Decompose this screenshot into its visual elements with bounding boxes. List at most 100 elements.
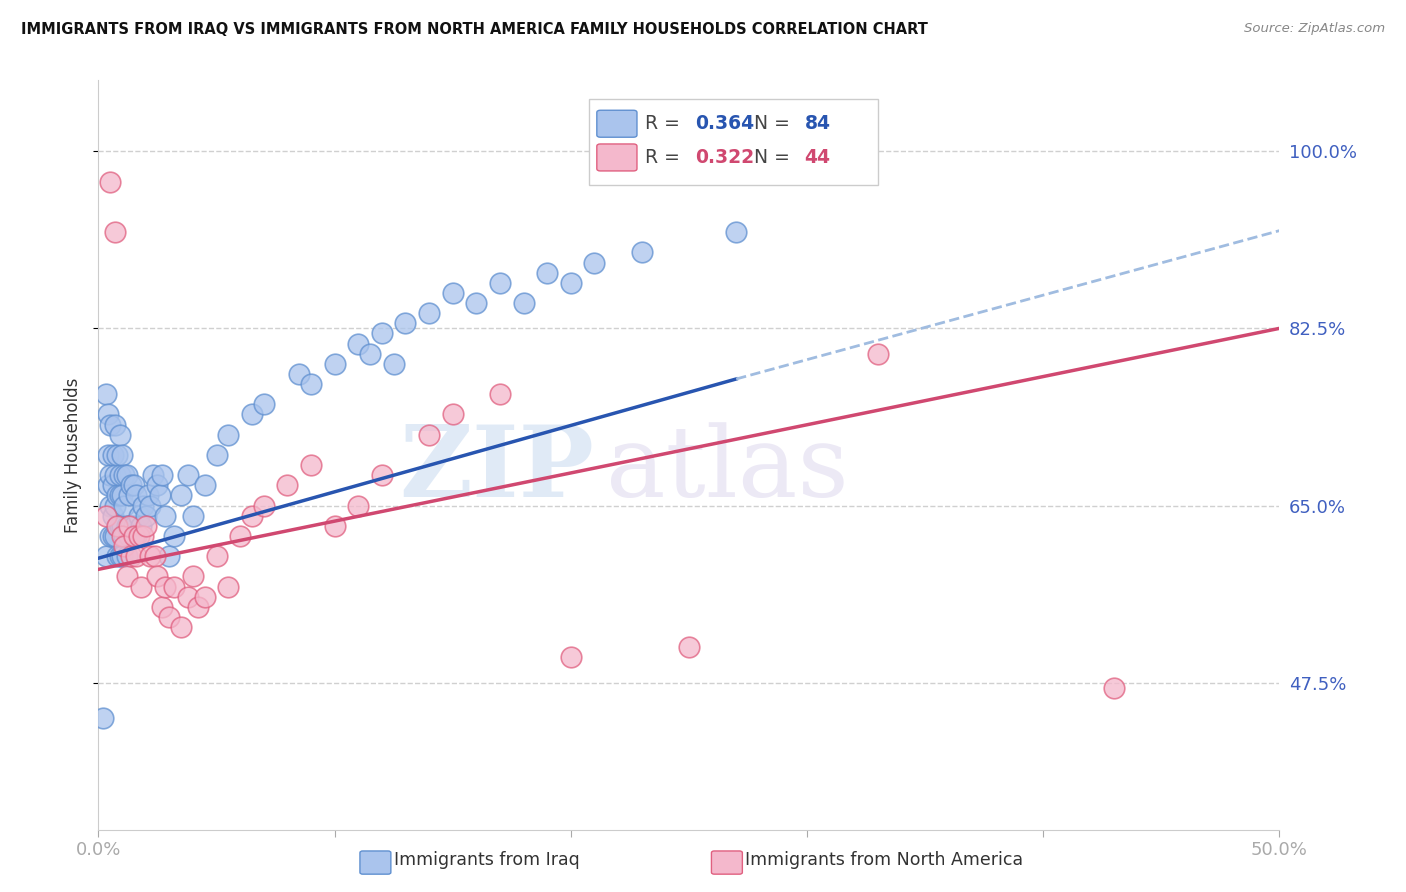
Point [359, 346, 381, 360]
Point [150, 468, 173, 483]
Point [205, 549, 228, 564]
Point [129, 580, 152, 594]
Point [108, 488, 131, 502]
Point [125, 488, 148, 502]
Text: R =: R = [645, 148, 686, 167]
Point [104, 225, 127, 239]
Point [394, 316, 416, 330]
Point [91, 711, 114, 725]
Point [139, 549, 162, 564]
Point [149, 488, 172, 502]
Point [253, 499, 276, 513]
Point [111, 529, 134, 543]
Point [97, 408, 120, 422]
Point [217, 427, 239, 442]
Point [177, 468, 200, 483]
Point [98, 499, 121, 513]
Text: N =: N = [742, 148, 796, 167]
Point [441, 408, 464, 422]
Point [139, 499, 162, 513]
Point [170, 620, 193, 634]
Point [512, 296, 534, 310]
Point [253, 397, 276, 411]
Point [97, 448, 120, 462]
Text: ZIP: ZIP [399, 421, 595, 518]
Point [170, 488, 193, 502]
Point [98, 417, 121, 432]
Text: Source: ZipAtlas.com: Source: ZipAtlas.com [1244, 22, 1385, 36]
Point [108, 427, 131, 442]
FancyBboxPatch shape [589, 99, 877, 186]
Point [104, 468, 127, 483]
Point [101, 448, 124, 462]
Point [118, 488, 141, 502]
Point [371, 326, 394, 341]
Point [678, 640, 700, 655]
Point [121, 478, 143, 492]
Point [240, 408, 263, 422]
Text: N =: N = [742, 114, 796, 133]
Point [104, 499, 127, 513]
Point [146, 478, 169, 492]
Point [105, 518, 128, 533]
Point [105, 448, 128, 462]
Point [299, 458, 322, 472]
Point [111, 549, 134, 564]
Point [163, 580, 186, 594]
Point [465, 296, 488, 310]
Point [112, 499, 135, 513]
Text: 84: 84 [804, 114, 831, 133]
Point [101, 478, 124, 492]
FancyBboxPatch shape [596, 111, 637, 137]
Point [181, 508, 204, 523]
Point [194, 478, 217, 492]
Point [135, 508, 157, 523]
Text: IMMIGRANTS FROM IRAQ VS IMMIGRANTS FROM NORTH AMERICA FAMILY HOUSEHOLDS CORRELAT: IMMIGRANTS FROM IRAQ VS IMMIGRANTS FROM … [21, 22, 928, 37]
Point [177, 590, 200, 604]
Point [135, 518, 157, 533]
Point [118, 529, 141, 543]
Point [323, 518, 346, 533]
Point [121, 549, 143, 564]
Point [153, 508, 176, 523]
Point [560, 276, 582, 290]
Point [181, 569, 204, 583]
Point [94, 549, 117, 564]
Text: 0.364: 0.364 [695, 114, 754, 133]
Point [583, 255, 606, 269]
Point [112, 468, 135, 483]
Text: Immigrants from Iraq: Immigrants from Iraq [394, 851, 579, 869]
Point [122, 478, 145, 492]
Point [347, 336, 370, 351]
Point [866, 346, 889, 360]
Point [536, 266, 558, 280]
Text: atlas: atlas [606, 422, 849, 517]
Point [101, 508, 124, 523]
Point [125, 549, 148, 564]
Point [132, 529, 155, 543]
Point [122, 529, 145, 543]
Point [115, 468, 138, 483]
Point [205, 448, 228, 462]
Point [153, 580, 176, 594]
Point [240, 508, 263, 523]
Point [142, 468, 165, 483]
Point [418, 427, 440, 442]
FancyBboxPatch shape [596, 144, 637, 171]
Point [115, 549, 138, 564]
Point [98, 175, 121, 189]
Point [105, 518, 128, 533]
Point [136, 488, 159, 502]
Text: 44: 44 [804, 148, 831, 167]
Point [122, 518, 145, 533]
Point [111, 448, 134, 462]
Point [157, 610, 180, 624]
Point [108, 518, 131, 533]
Point [112, 539, 135, 553]
Point [163, 529, 186, 543]
Point [725, 225, 748, 239]
Point [121, 518, 143, 533]
Point [128, 529, 150, 543]
Y-axis label: Family Households: Family Households [65, 377, 83, 533]
Point [150, 599, 173, 614]
